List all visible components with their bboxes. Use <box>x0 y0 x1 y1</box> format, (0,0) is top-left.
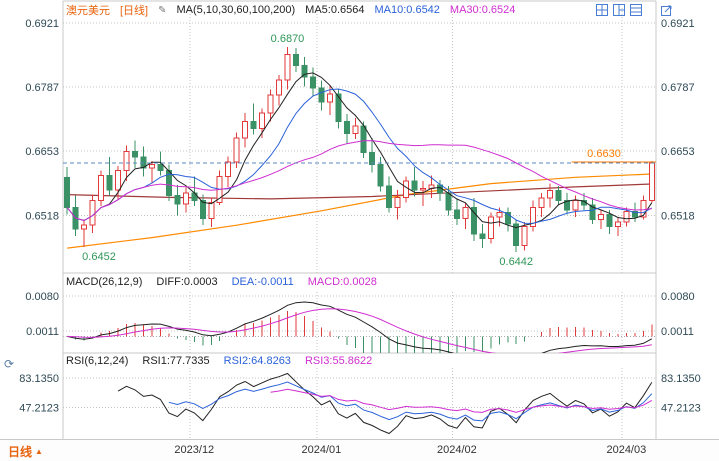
rsi1-value: RSI1:77.7335 <box>142 355 210 367</box>
annotations-layer: 0.6870 0.6452 0.6442 0.6630 <box>82 33 621 268</box>
rsi3-value: RSI3:55.8622 <box>304 355 373 367</box>
svg-text:0.6921: 0.6921 <box>25 18 59 30</box>
rsi-header: RSI(6,12,24) RSI1:77.7335 RSI2:64.8263 R… <box>66 355 372 367</box>
price-level-lines <box>63 161 656 164</box>
svg-text:0.6787: 0.6787 <box>661 82 695 94</box>
period-tag: [日线] <box>120 5 149 17</box>
main-chart-header: 澳元美元 [日线] ✎ MA(5,10,30,60,100,200) MA5:0… <box>66 2 590 18</box>
macd-diff-value: DIFF:0.0003 <box>156 276 218 288</box>
rsi-name: RSI(6,12,24) <box>66 355 129 367</box>
ma10-value: MA10:0.6542 <box>374 4 440 16</box>
ma-lines-layer <box>66 72 653 229</box>
symbol-title: 澳元美元 <box>66 5 110 17</box>
macd-name: MACD(26,12,9) <box>66 276 143 288</box>
layout-toolbar <box>596 3 642 16</box>
detach-window-icon[interactable] <box>661 3 673 16</box>
edit-indicator-icon[interactable]: ✎ <box>158 4 167 16</box>
time-axis-bar: 日线 ▲ 2023/12 2024/01 2024/02 2024/03 <box>0 439 719 461</box>
svg-text:47.2123: 47.2123 <box>661 402 701 414</box>
svg-text:0.6870: 0.6870 <box>271 33 305 45</box>
macd-dea-value: DEA:-0.0011 <box>231 276 294 288</box>
candles-layer <box>64 47 655 252</box>
ma30-value: MA30:0.6524 <box>449 4 516 16</box>
ma5-value: MA5:0.6564 <box>305 4 365 16</box>
svg-text:0.6452: 0.6452 <box>82 251 116 263</box>
x-axis-label: 2023/12 <box>174 444 215 456</box>
x-axis-label: 2024/03 <box>606 444 647 456</box>
axis-labels-layer: 0.6921 0.6921 0.6787 0.6787 0.6653 0.6653 0.65… <box>19 18 701 415</box>
rsi-layer <box>117 372 653 435</box>
grid-layer <box>63 8 656 438</box>
svg-text:83.1350: 83.1350 <box>661 373 701 385</box>
macd-header: MACD(26,12,9) DIFF:0.0003 DEA:-0.0011 MA… <box>66 276 377 288</box>
svg-text:0.6630: 0.6630 <box>587 148 621 160</box>
ma-group-label: MA(5,10,30,60,100,200) <box>176 4 296 16</box>
pane-borders <box>62 0 657 439</box>
svg-text:0.6653: 0.6653 <box>661 146 695 158</box>
svg-text:0.0011: 0.0011 <box>661 326 694 338</box>
svg-text:0.0011: 0.0011 <box>26 326 59 338</box>
svg-text:0.6518: 0.6518 <box>661 211 695 223</box>
svg-text:0.6653: 0.6653 <box>25 146 59 158</box>
layout-split-icon[interactable] <box>613 3 625 16</box>
svg-text:0.0080: 0.0080 <box>25 291 59 303</box>
svg-text:0.6518: 0.6518 <box>25 211 59 223</box>
x-axis-label: 2024/02 <box>437 444 477 456</box>
layout-grid-icon[interactable] <box>596 3 608 16</box>
x-axis-label: 2024/01 <box>301 444 342 456</box>
svg-text:0.6921: 0.6921 <box>661 18 695 30</box>
svg-text:0.0080: 0.0080 <box>661 291 695 303</box>
svg-text:83.1350: 83.1350 <box>19 373 59 385</box>
chevron-up-icon: ▲ <box>35 447 43 456</box>
layout-rows-icon[interactable] <box>630 3 642 16</box>
svg-text:0.6787: 0.6787 <box>25 82 59 94</box>
rsi2-value: RSI2:64.8263 <box>223 355 291 367</box>
period-label: 日线 <box>8 445 33 459</box>
period-selector[interactable]: 日线 ▲ <box>8 443 43 460</box>
macd-macd-value: MACD:0.0028 <box>307 276 377 288</box>
refresh-icon[interactable]: ⟳ <box>4 357 15 371</box>
macd-layer <box>67 301 653 353</box>
svg-text:0.6442: 0.6442 <box>499 256 533 268</box>
svg-text:47.2123: 47.2123 <box>19 402 59 414</box>
